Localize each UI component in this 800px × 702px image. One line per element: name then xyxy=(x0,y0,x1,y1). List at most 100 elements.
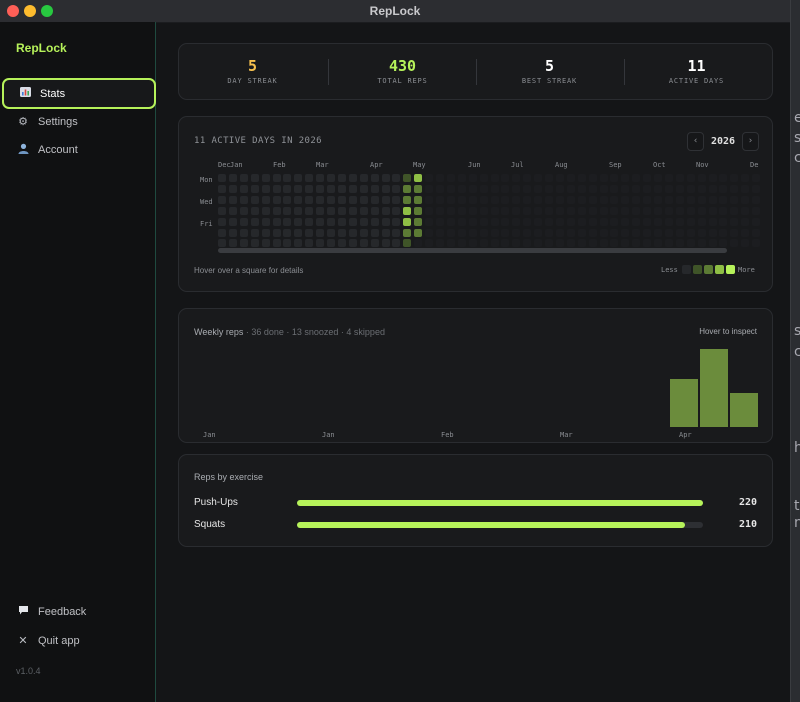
feedback-button[interactable]: Feedback xyxy=(2,596,156,627)
heatmap-day-cell[interactable] xyxy=(490,184,499,193)
heatmap-day-cell[interactable] xyxy=(708,239,717,248)
heatmap-day-cell[interactable] xyxy=(555,239,564,248)
heatmap-scrollbar[interactable] xyxy=(218,248,727,253)
heatmap-day-cell[interactable] xyxy=(403,228,412,237)
heatmap-day-cell[interactable] xyxy=(403,239,412,248)
heatmap-day-cell[interactable] xyxy=(730,195,739,204)
weekly-reps-bar[interactable] xyxy=(730,393,758,427)
heatmap-day-cell[interactable] xyxy=(425,228,434,237)
heatmap-day-cell[interactable] xyxy=(643,228,652,237)
heatmap-day-cell[interactable] xyxy=(501,239,510,248)
heatmap-day-cell[interactable] xyxy=(294,184,303,193)
heatmap-day-cell[interactable] xyxy=(294,239,303,248)
heatmap-day-cell[interactable] xyxy=(566,195,575,204)
heatmap-day-cell[interactable] xyxy=(708,228,717,237)
heatmap-day-cell[interactable] xyxy=(479,206,488,215)
heatmap-day-cell[interactable] xyxy=(664,184,673,193)
heatmap-day-cell[interactable] xyxy=(381,195,390,204)
heatmap-day-cell[interactable] xyxy=(403,195,412,204)
heatmap-day-cell[interactable] xyxy=(425,217,434,226)
heatmap-day-cell[interactable] xyxy=(446,239,455,248)
heatmap-day-cell[interactable] xyxy=(523,239,532,248)
heatmap-day-cell[interactable] xyxy=(327,206,335,215)
heatmap-day-cell[interactable] xyxy=(752,217,761,226)
heatmap-day-cell[interactable] xyxy=(566,174,575,182)
heatmap-day-cell[interactable] xyxy=(632,206,641,215)
heatmap-day-cell[interactable] xyxy=(381,206,390,215)
heatmap-day-cell[interactable] xyxy=(283,228,292,237)
heatmap-day-cell[interactable] xyxy=(457,174,466,182)
heatmap-day-cell[interactable] xyxy=(370,239,379,248)
heatmap-day-cell[interactable] xyxy=(479,184,488,193)
heatmap-day-cell[interactable] xyxy=(741,239,750,248)
heatmap-day-cell[interactable] xyxy=(675,184,684,193)
heatmap-day-cell[interactable] xyxy=(545,206,553,215)
heatmap-day-cell[interactable] xyxy=(436,174,444,182)
heatmap-day-cell[interactable] xyxy=(719,174,728,182)
sidebar-item-stats[interactable]: Stats xyxy=(2,78,156,109)
heatmap-day-cell[interactable] xyxy=(327,228,335,237)
heatmap-day-cell[interactable] xyxy=(697,206,706,215)
heatmap-day-cell[interactable] xyxy=(512,239,521,248)
heatmap-day-cell[interactable] xyxy=(327,184,335,193)
heatmap-day-cell[interactable] xyxy=(305,239,314,248)
heatmap-day-cell[interactable] xyxy=(610,174,619,182)
heatmap-day-cell[interactable] xyxy=(425,195,434,204)
heatmap-day-cell[interactable] xyxy=(337,206,346,215)
heatmap-day-cell[interactable] xyxy=(697,184,706,193)
heatmap-day-cell[interactable] xyxy=(479,239,488,248)
zoom-window-button[interactable] xyxy=(41,5,53,17)
heatmap-day-cell[interactable] xyxy=(403,206,412,215)
heatmap-day-cell[interactable] xyxy=(654,174,662,182)
heatmap-day-cell[interactable] xyxy=(686,239,695,248)
close-window-button[interactable] xyxy=(7,5,19,17)
heatmap-day-cell[interactable] xyxy=(305,195,314,204)
heatmap-day-cell[interactable] xyxy=(523,228,532,237)
heatmap-day-cell[interactable] xyxy=(577,228,586,237)
heatmap-day-cell[interactable] xyxy=(632,228,641,237)
heatmap-day-cell[interactable] xyxy=(239,195,248,204)
heatmap-day-cell[interactable] xyxy=(261,174,270,182)
heatmap-day-cell[interactable] xyxy=(446,228,455,237)
heatmap-day-cell[interactable] xyxy=(610,195,619,204)
heatmap-day-cell[interactable] xyxy=(490,206,499,215)
heatmap-day-cell[interactable] xyxy=(468,195,477,204)
sidebar-item-account[interactable]: Account xyxy=(2,134,156,165)
heatmap-day-cell[interactable] xyxy=(708,174,717,182)
heatmap-day-cell[interactable] xyxy=(555,184,564,193)
heatmap-day-cell[interactable] xyxy=(457,195,466,204)
next-year-button[interactable]: › xyxy=(742,132,759,151)
heatmap-day-cell[interactable] xyxy=(479,195,488,204)
heatmap-day-cell[interactable] xyxy=(218,174,226,182)
heatmap-day-cell[interactable] xyxy=(250,184,259,193)
heatmap-day-cell[interactable] xyxy=(577,184,586,193)
heatmap-day-cell[interactable] xyxy=(697,228,706,237)
heatmap-day-cell[interactable] xyxy=(446,206,455,215)
heatmap-day-cell[interactable] xyxy=(490,217,499,226)
heatmap-day-cell[interactable] xyxy=(523,206,532,215)
heatmap-day-cell[interactable] xyxy=(741,174,750,182)
heatmap-day-cell[interactable] xyxy=(327,195,335,204)
heatmap-day-cell[interactable] xyxy=(425,174,434,182)
heatmap-day-cell[interactable] xyxy=(501,195,510,204)
heatmap-day-cell[interactable] xyxy=(654,228,662,237)
heatmap-day-cell[interactable] xyxy=(752,239,761,248)
heatmap-day-cell[interactable] xyxy=(632,195,641,204)
heatmap-day-cell[interactable] xyxy=(566,228,575,237)
heatmap-day-cell[interactable] xyxy=(643,217,652,226)
heatmap-day-cell[interactable] xyxy=(228,217,237,226)
heatmap-day-cell[interactable] xyxy=(261,184,270,193)
heatmap-day-cell[interactable] xyxy=(436,228,444,237)
heatmap-day-cell[interactable] xyxy=(566,239,575,248)
heatmap-day-cell[interactable] xyxy=(490,239,499,248)
heatmap-day-cell[interactable] xyxy=(752,184,761,193)
heatmap-day-cell[interactable] xyxy=(414,228,423,237)
heatmap-day-cell[interactable] xyxy=(719,206,728,215)
heatmap-day-cell[interactable] xyxy=(675,228,684,237)
heatmap-day-cell[interactable] xyxy=(577,195,586,204)
heatmap-day-cell[interactable] xyxy=(228,239,237,248)
heatmap-day-cell[interactable] xyxy=(381,217,390,226)
heatmap-day-cell[interactable] xyxy=(545,174,553,182)
heatmap-day-cell[interactable] xyxy=(512,217,521,226)
heatmap-day-cell[interactable] xyxy=(337,195,346,204)
